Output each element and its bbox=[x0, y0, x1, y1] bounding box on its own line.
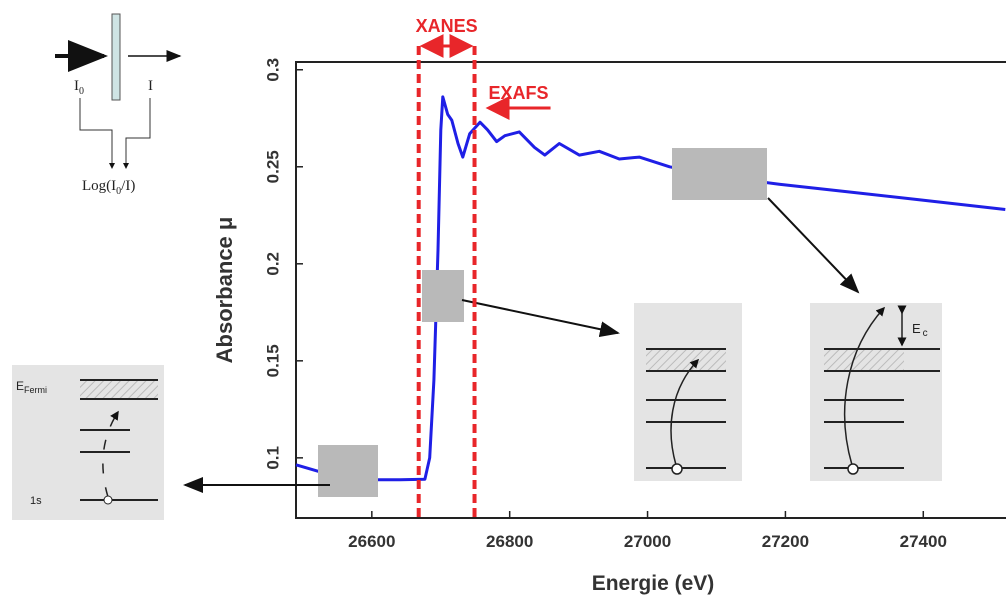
levels bbox=[80, 379, 158, 501]
fermi-label: EFermi bbox=[16, 379, 47, 395]
formula: Log(I0/I) bbox=[82, 178, 135, 197]
y-tick-label: 0.1 bbox=[263, 446, 282, 470]
levels bbox=[646, 348, 726, 469]
level-diagram-xanes bbox=[634, 303, 742, 481]
band bbox=[646, 350, 726, 370]
y-tick-label: 0.2 bbox=[263, 252, 282, 276]
levels bbox=[824, 348, 940, 469]
x-tick-label: 27200 bbox=[762, 532, 809, 551]
annotation: XANES bbox=[416, 16, 478, 36]
core-hole bbox=[671, 463, 683, 475]
y-tick-label: 0.3 bbox=[263, 58, 282, 82]
y-tick-label: 0.25 bbox=[263, 150, 282, 183]
pointer-arrow bbox=[461, 299, 620, 338]
x-tick-label: 26800 bbox=[486, 532, 533, 551]
connector bbox=[79, 98, 151, 165]
beam-diagram: I0 I Log(I0/I) bbox=[55, 13, 182, 197]
x-tick-label: 27000 bbox=[624, 532, 671, 551]
y-tick-label: 0.15 bbox=[263, 344, 282, 377]
y-axis-label: Absorbance μ bbox=[212, 217, 237, 364]
x-tick-label: 27400 bbox=[900, 532, 947, 551]
plot-frame bbox=[295, 61, 1006, 519]
annotation: EXAFS bbox=[489, 83, 549, 103]
pointer-arrow bbox=[767, 197, 860, 294]
highlight-box bbox=[318, 445, 378, 497]
level-diagram-edge: EFermi 1s bbox=[12, 365, 164, 520]
sample bbox=[111, 13, 121, 101]
core-label: 1s bbox=[30, 495, 42, 507]
transmitted-label: I bbox=[148, 78, 153, 94]
incident-label: I0 bbox=[74, 78, 84, 97]
transition bbox=[102, 410, 119, 498]
band bbox=[824, 350, 904, 370]
spectrum-line bbox=[295, 95, 1006, 482]
panel bbox=[634, 303, 742, 481]
x-tick-label: 26600 bbox=[348, 532, 395, 551]
highlight-box bbox=[672, 148, 767, 200]
core-hole bbox=[847, 463, 859, 475]
transition bbox=[843, 306, 886, 466]
highlight-box bbox=[422, 270, 464, 322]
band bbox=[80, 381, 158, 399]
core-hole bbox=[103, 495, 113, 505]
panel bbox=[810, 303, 942, 481]
transition bbox=[670, 358, 700, 466]
x-axis-label: Energie (eV) bbox=[592, 572, 715, 595]
